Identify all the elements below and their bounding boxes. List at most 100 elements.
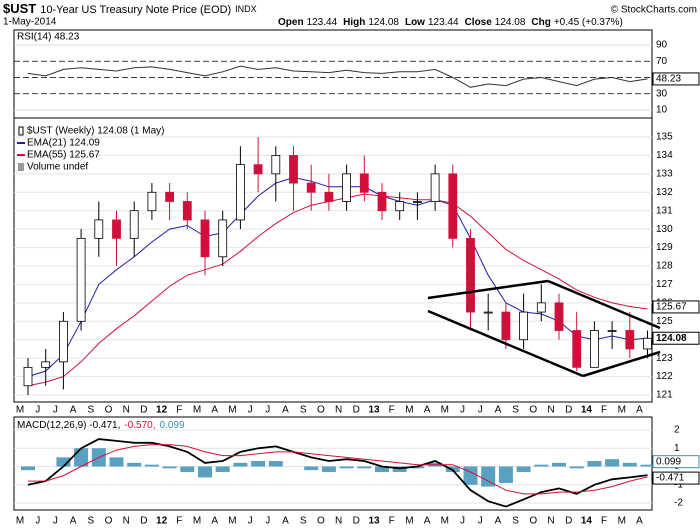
x-tick-label: S bbox=[300, 516, 307, 527]
histogram-bar bbox=[587, 461, 602, 467]
quote-label: Low bbox=[405, 17, 425, 28]
x-tick-label: O bbox=[317, 405, 325, 416]
histogram-bar bbox=[21, 466, 35, 471]
x-tick-label: N bbox=[123, 405, 130, 416]
x-tick-label: 14 bbox=[581, 516, 593, 527]
candle-body bbox=[41, 361, 51, 368]
x-tick-label: A bbox=[70, 405, 77, 416]
instrument-name: 10-Year US Treasury Note Price (EOD) bbox=[40, 4, 231, 16]
y-tick-label: 1 bbox=[674, 443, 680, 454]
histogram-bar bbox=[180, 466, 195, 472]
x-tick-label: J bbox=[35, 405, 40, 416]
x-tick-label: S bbox=[300, 405, 307, 416]
title-part: -0.570, bbox=[124, 420, 155, 431]
y-tick-label: -1 bbox=[674, 479, 683, 490]
x-tick-label: M bbox=[441, 516, 449, 527]
candle-body bbox=[306, 182, 316, 193]
legend-icon bbox=[18, 126, 24, 136]
histogram-bar bbox=[463, 466, 478, 485]
candle-body bbox=[271, 155, 281, 175]
candle-body bbox=[430, 173, 440, 202]
candle-body bbox=[218, 219, 228, 258]
quote-value: 123.44 bbox=[307, 17, 338, 28]
value-tag bbox=[652, 300, 700, 314]
y-tick-label: 70 bbox=[656, 56, 668, 67]
x-tick-label: J bbox=[460, 405, 465, 416]
candle-body bbox=[94, 219, 104, 239]
annotation: Volume undef bbox=[27, 162, 88, 173]
x-tick-label: A bbox=[70, 516, 77, 527]
legend-label: $UST (Weekly) 124.08 (1 May) bbox=[27, 126, 164, 137]
x-tick-label: D bbox=[565, 405, 572, 416]
quote-label: Open bbox=[278, 17, 304, 28]
candle-body bbox=[112, 219, 121, 239]
value-tag bbox=[652, 331, 700, 345]
histogram-bar bbox=[357, 466, 372, 469]
candle-body bbox=[501, 311, 511, 341]
x-tick-label: O bbox=[529, 516, 537, 527]
x-tick-label: 13 bbox=[368, 516, 380, 527]
date: 1-May-2014 bbox=[3, 17, 57, 28]
candle-body bbox=[342, 173, 352, 202]
candle-body bbox=[412, 201, 422, 203]
x-tick-label: O bbox=[317, 516, 325, 527]
x-tick-label: S bbox=[512, 516, 519, 527]
histogram-bar bbox=[304, 466, 319, 471]
legend-label: EMA(55) 125.67 bbox=[27, 150, 100, 161]
x-tick-label: M bbox=[16, 405, 24, 416]
candle-body bbox=[289, 155, 298, 184]
x-tick-label: M bbox=[618, 405, 626, 416]
x-tick-label: 13 bbox=[368, 405, 380, 416]
candle-body bbox=[377, 191, 387, 212]
quote-value: 123.44 bbox=[428, 17, 459, 28]
macd-panel bbox=[13, 416, 653, 511]
x-tick-label: J bbox=[248, 516, 253, 527]
histogram-bar bbox=[534, 464, 549, 467]
histogram-bar bbox=[233, 462, 248, 467]
quote: Open 123.44 High 124.08 Low 123.44 Close 124.08… bbox=[278, 17, 623, 28]
candle-body bbox=[554, 302, 564, 331]
ema-line bbox=[27, 176, 648, 378]
candle-body bbox=[395, 201, 405, 212]
candle-body bbox=[359, 173, 369, 193]
histogram-bar bbox=[498, 466, 513, 483]
x-tick-label: D bbox=[353, 405, 360, 416]
y-tick-label: 132 bbox=[656, 187, 673, 198]
x-tick-label: N bbox=[123, 516, 130, 527]
x-tick-label: A bbox=[495, 516, 502, 527]
y-tick-label: 128 bbox=[656, 261, 673, 272]
quote-value: 124.08 bbox=[368, 17, 399, 28]
candle-body bbox=[147, 191, 157, 212]
value-tag-label: -0.471 bbox=[656, 473, 685, 484]
x-tick-label: F bbox=[601, 405, 607, 416]
candle-body bbox=[253, 164, 263, 175]
x-tick-label: 12 bbox=[156, 516, 168, 527]
x-tick-label: A bbox=[211, 516, 218, 527]
x-tick-label: J bbox=[35, 516, 40, 527]
title-part: MACD(12,26,9) -0.471, bbox=[17, 420, 120, 431]
histogram-bar bbox=[481, 466, 496, 487]
x-tick-label: F bbox=[389, 516, 395, 527]
panel-title: RSI(14) 48.23 bbox=[17, 32, 80, 43]
trend-line bbox=[547, 279, 661, 330]
legend-label: EMA(21) 124.09 bbox=[27, 138, 100, 149]
candle-body bbox=[519, 311, 528, 341]
x-tick-label: F bbox=[176, 405, 182, 416]
y-tick-label: 2 bbox=[674, 425, 680, 436]
value-tag-label: 124.08 bbox=[656, 333, 687, 344]
histogram-bar bbox=[516, 466, 531, 472]
panel-title: MACD(12,26,9) -0.471, -0.570, 0.099 bbox=[17, 420, 185, 431]
histogram-bar bbox=[198, 466, 212, 478]
histogram-bar bbox=[215, 466, 230, 472]
candle-body bbox=[23, 366, 33, 387]
quote-label: Chg bbox=[531, 17, 550, 28]
histogram-bar bbox=[56, 457, 71, 467]
x-tick-label: J bbox=[478, 516, 483, 527]
x-tick-label: M bbox=[228, 516, 236, 527]
trend-line bbox=[427, 309, 584, 378]
x-tick-label: J bbox=[478, 405, 483, 416]
x-tick-label: M bbox=[228, 405, 236, 416]
header-title: $UST 10-Year US Treasury Note Price (EOD)… bbox=[3, 1, 257, 16]
value-tag bbox=[652, 455, 700, 469]
